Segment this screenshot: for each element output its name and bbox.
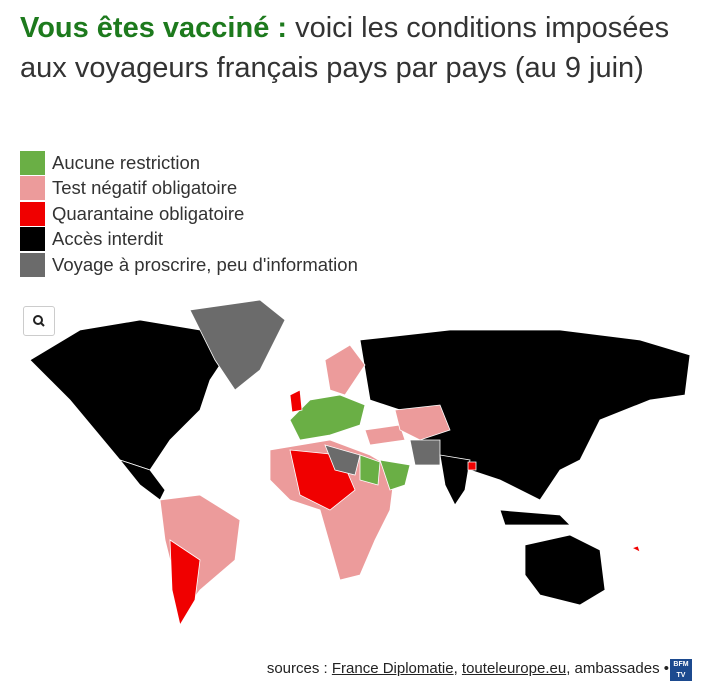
legend-swatch <box>20 252 45 277</box>
central-america <box>118 459 166 501</box>
europe <box>289 394 366 441</box>
legend-item: Voyage à proscrire, peu d'information <box>20 252 358 278</box>
greenland <box>189 299 286 391</box>
legend-label: Test négatif obligatoire <box>52 177 238 199</box>
legend-label: Aucune restriction <box>52 151 201 173</box>
new-zealand <box>630 545 641 553</box>
search-icon <box>33 315 45 327</box>
logo: BFM TV <box>670 659 692 681</box>
indonesia <box>499 509 571 526</box>
australia <box>524 534 606 606</box>
separator: , <box>453 660 458 677</box>
arabia <box>379 459 411 491</box>
egypt <box>359 454 381 486</box>
legend-label: Quarantaine obligatoire <box>52 202 245 224</box>
north-america <box>29 319 231 471</box>
legend-label: Voyage à proscrire, peu d'information <box>52 253 358 275</box>
sources-suffix: , ambassades • <box>566 660 669 677</box>
search-button[interactable] <box>23 306 55 336</box>
legend-item: Accès interdit <box>20 227 358 253</box>
world-map <box>29 299 691 627</box>
central-asia <box>394 404 451 441</box>
legend-swatch <box>20 227 45 252</box>
legend-swatch <box>20 150 45 175</box>
legend-item: Aucune restriction <box>20 150 358 176</box>
iran <box>409 439 441 466</box>
source-link[interactable]: France Diplomatie <box>331 660 454 677</box>
title-rest: voici les conditions imposées aux voyage… <box>20 12 670 84</box>
legend: Aucune restriction Test négatif obligatoi… <box>20 150 358 278</box>
chile-argentina <box>169 539 201 627</box>
uk <box>289 389 303 413</box>
legend-item: Quarantaine obligatoire <box>20 201 358 227</box>
sources-prefix: sources : <box>266 660 328 677</box>
legend-swatch <box>20 201 45 226</box>
scandinavia <box>324 344 366 396</box>
nepal <box>467 461 477 471</box>
title-highlight: Vous êtes vacciné : <box>20 12 288 44</box>
source-link[interactable]: touteleurope.eu <box>461 660 567 677</box>
legend-item: Test négatif obligatoire <box>20 176 358 202</box>
legend-swatch <box>20 176 45 201</box>
libya <box>324 444 361 476</box>
india <box>439 454 471 506</box>
legend-label: Accès interdit <box>52 228 164 250</box>
turkey <box>364 424 406 446</box>
title: Vous êtes vacciné : voici les conditions… <box>20 8 700 88</box>
sources: sources : France Diplomatie, touteleurop… <box>267 660 669 677</box>
